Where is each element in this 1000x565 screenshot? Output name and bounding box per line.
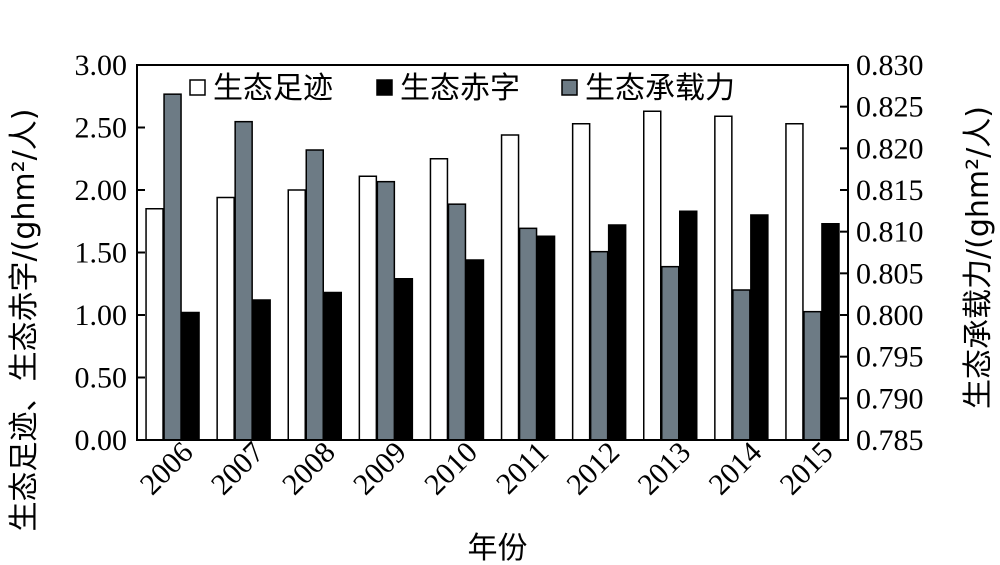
bar-footprint-2012 [571, 123, 591, 441]
right-tick-label: 0.815 [856, 174, 924, 207]
legend-swatch-footprint [189, 79, 206, 96]
left-tick-label: 2.00 [75, 174, 128, 207]
left-tick-label: 1.00 [75, 299, 128, 332]
bar-footprint-2015 [785, 123, 804, 441]
bar-footprint-2011 [500, 134, 520, 441]
bar-deficit-2012 [607, 224, 627, 441]
left-tick-label: 1.50 [75, 237, 128, 270]
bar-capacity-2012 [589, 250, 609, 441]
bar-capacity-2013 [661, 265, 680, 441]
bar-footprint-2010 [429, 158, 449, 441]
bar-capacity-2011 [518, 227, 538, 441]
bar-deficit-2009 [394, 278, 414, 441]
right-tick-label: 0.795 [856, 341, 924, 374]
x-tick-label-2013: 2013 [631, 436, 697, 502]
x-tick-label-2007: 2007 [205, 436, 271, 502]
bar-deficit-2013 [679, 210, 698, 441]
left-tick-label: 0.50 [75, 362, 128, 395]
bar-deficit-2007 [252, 299, 271, 441]
bar-deficit-2010 [465, 259, 485, 441]
bar-footprint-2014 [714, 115, 733, 441]
right-axis-ticks: 0.785 0.790 0.795 0.800 0.805 0.810 0.815 0.820… [840, 49, 924, 457]
bar-footprint-2013 [643, 110, 662, 441]
x-tick-label-2014: 2014 [703, 436, 769, 502]
x-tick-label-2012: 2012 [560, 436, 626, 502]
bar-capacity-2010 [447, 203, 467, 441]
bar-capacity-2006 [163, 93, 182, 441]
right-tick-label: 0.825 [856, 91, 924, 124]
bar-capacity-2014 [732, 289, 751, 441]
bar-capacity-2009 [376, 180, 396, 441]
right-tick-label: 0.810 [856, 216, 924, 249]
left-axis-title: 生态足迹、生态赤字/(ghm²/人) [7, 109, 42, 532]
left-tick-label: 2.50 [75, 112, 128, 145]
right-axis-title: 生态承载力/(ghm²/人) [961, 106, 996, 409]
x-tick-label-2009: 2009 [347, 436, 413, 502]
bar-footprint-2008 [287, 189, 306, 441]
left-tick-label: 3.00 [75, 49, 128, 82]
right-tick-label: 0.820 [856, 132, 924, 165]
x-tick-label-2011: 2011 [490, 436, 555, 501]
legend-label-deficit: 生态赤字 [400, 71, 520, 106]
bar-deficit-2015 [821, 223, 840, 441]
right-tick-label: 0.830 [856, 49, 924, 82]
left-axis-ticks: 0.00 0.50 1.00 1.50 2.00 2.50 3.00 [75, 49, 145, 457]
legend: 生态足迹 生态赤字 生态承载力 [189, 71, 735, 106]
x-axis-title: 年份 [468, 531, 528, 565]
legend-label-capacity: 生态承载力 [585, 71, 735, 106]
x-tick-label-2010: 2010 [418, 436, 484, 502]
right-tick-label: 0.805 [856, 257, 924, 290]
x-axis-ticks: 2006 2007 2008 2009 2010 2011 2012 2013 2014 2015 [134, 436, 840, 502]
bar-deficit-2006 [181, 311, 200, 441]
bar-capacity-2015 [803, 310, 822, 441]
left-tick-label: 0.00 [75, 424, 128, 457]
bar-deficit-2008 [323, 291, 342, 441]
x-tick-label-2015: 2015 [774, 436, 840, 502]
right-tick-label: 0.800 [856, 299, 924, 332]
legend-swatch-capacity [561, 79, 578, 96]
legend-swatch-deficit [376, 79, 393, 96]
bar-deficit-2011 [536, 235, 556, 441]
legend-label-footprint: 生态足迹 [213, 71, 333, 106]
x-tick-label-2006: 2006 [134, 436, 200, 502]
x-tick-label-2008: 2008 [276, 436, 342, 502]
bar-deficit-2014 [750, 214, 769, 441]
bar-capacity-2007 [234, 120, 253, 441]
bar-footprint-2009 [358, 175, 378, 441]
bar-capacity-2008 [305, 149, 324, 441]
bar-footprint-2007 [216, 196, 235, 441]
bars-group [145, 93, 840, 441]
right-tick-label: 0.785 [856, 424, 924, 457]
bar-footprint-2006 [145, 208, 164, 441]
right-tick-label: 0.790 [856, 382, 924, 415]
